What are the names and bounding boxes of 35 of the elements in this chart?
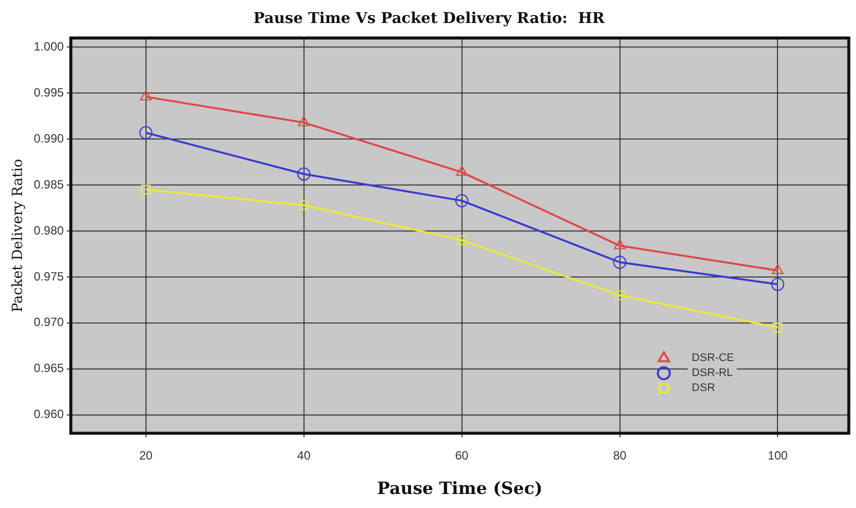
point: [771, 278, 784, 291]
y-tick-label: 0.980: [34, 223, 64, 238]
point: [772, 264, 784, 274]
y-tick-label: 0.970: [34, 315, 64, 330]
y-tick-label: 1.000: [34, 40, 64, 54]
point: [614, 239, 626, 250]
point: [614, 290, 625, 300]
legend-label: DSR: [692, 382, 716, 394]
y-tick-label: 0.975: [34, 269, 64, 284]
point: [456, 166, 468, 176]
point: [298, 200, 309, 210]
chart-title: Pause Time Vs Packet Delivery Ratio: HR: [253, 8, 606, 27]
x-axis-title: Pause Time (Sec): [377, 479, 542, 500]
point: [455, 194, 468, 208]
point: [298, 116, 310, 126]
y-tick-label: 0.965: [34, 361, 64, 376]
x-tick-label: 60: [455, 448, 469, 463]
point: [141, 184, 151, 194]
x-tick-label: 80: [613, 448, 627, 463]
y-tick-label: 0.990: [34, 131, 64, 146]
y-axis-title: Packet Delivery Ratio: [10, 158, 26, 312]
x-tick-label: 100: [768, 448, 788, 463]
x-tick-label: 40: [297, 448, 311, 463]
y-tick-label: 0.960: [34, 407, 64, 422]
legend-label: DSR-RL: [692, 367, 733, 380]
point: [297, 167, 310, 181]
point: [139, 126, 152, 140]
legend-label: DSR-CE: [692, 352, 734, 364]
y-tick-label: 0.995: [34, 85, 64, 100]
point: [140, 90, 152, 100]
y-tick-label: 0.985: [34, 177, 64, 192]
point: [613, 256, 626, 269]
x-tick-label: 20: [139, 448, 153, 463]
point: [772, 322, 783, 332]
point: [456, 235, 467, 246]
